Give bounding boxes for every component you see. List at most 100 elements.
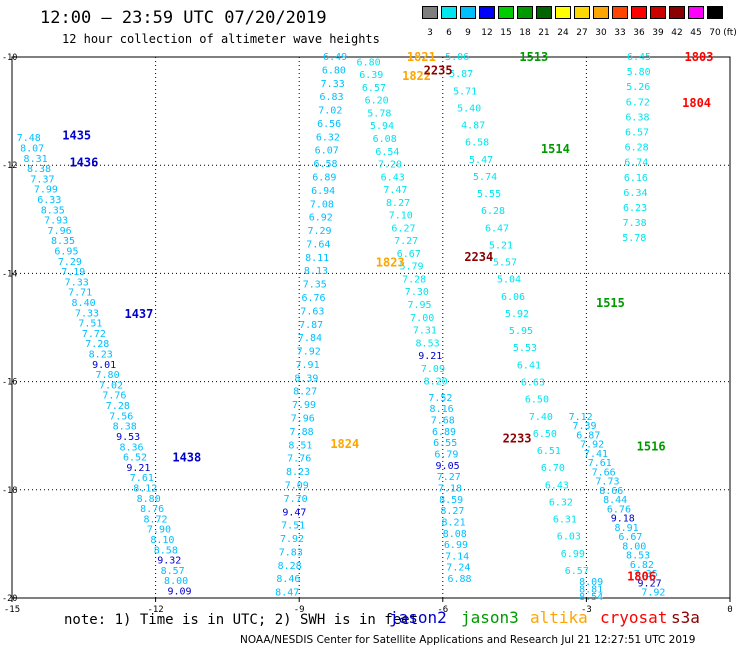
wave-height-value: 6.76 (302, 293, 326, 304)
wave-height-value: 6.52 (123, 453, 147, 464)
wave-height-value: 8.80 (137, 494, 161, 505)
wave-height-value: 6.67 (618, 532, 642, 543)
scale-swatch (707, 6, 723, 19)
wave-height-value: 4.87 (461, 121, 485, 132)
scale-swatch (631, 6, 647, 19)
wave-height-value: 6.56 (317, 119, 341, 130)
wave-height-value: 5.71 (453, 86, 477, 97)
pass-time-label: 1515 (596, 296, 625, 310)
wave-height-value: 8.13 (304, 266, 328, 277)
wave-height-value: 8.47 (275, 588, 299, 599)
wave-height-value: 6.50 (533, 429, 557, 440)
wave-height-value: 5.95 (509, 326, 533, 337)
scale-label: 18 (519, 28, 531, 38)
wave-height-value: 6.58 (313, 159, 337, 170)
wave-height-value: 7.92 (580, 440, 604, 451)
wave-height-value: 8.35 (51, 236, 75, 247)
scale-swatch (479, 6, 495, 19)
scale-swatch (498, 6, 514, 19)
wave-height-value: 8.39 (294, 373, 318, 384)
wave-height-value: 7.30 (405, 287, 429, 298)
map-frame (11, 56, 731, 599)
pass-time-label: 1438 (172, 450, 201, 464)
wave-height-value: 6.72 (626, 97, 650, 108)
wave-height-value: 6.31 (553, 515, 577, 526)
pass-time-label: 1514 (541, 142, 570, 156)
wave-height-value: 7.90 (147, 525, 171, 536)
scale-label: 30 (595, 28, 607, 38)
y-tick-label: -10 (2, 53, 17, 63)
wave-height-value: 7.96 (48, 226, 72, 237)
wave-height-value: 7.63 (300, 306, 324, 317)
pass-time-label: 1823 (376, 256, 405, 270)
wave-height-value: 7.12 (569, 412, 593, 423)
wave-height-value: 8.12 (133, 483, 157, 494)
wave-height-value: 8.54 (579, 592, 603, 603)
wave-height-value: 7.38 (623, 218, 647, 229)
wave-height-value: 7.80 (96, 370, 120, 381)
wave-height-value: 7.35 (634, 569, 658, 580)
wave-height-value: 6.63 (521, 378, 545, 389)
wave-height-value: 6.27 (391, 223, 415, 234)
wave-height-value: 6.41 (517, 360, 541, 371)
scale-label: 6 (446, 28, 452, 38)
wave-height-value: 6.39 (359, 70, 383, 81)
wave-height-value: 7.51 (281, 521, 305, 532)
wave-height-value: 6.74 (624, 158, 648, 169)
wave-height-value: 6.67 (397, 249, 421, 260)
scale-swatch (555, 6, 571, 19)
wave-height-value: 6.57 (625, 128, 649, 139)
wave-height-value: 9.09 (167, 587, 191, 598)
wave-height-value: 6.38 (625, 112, 649, 123)
legend-entry-s3a: s3a (671, 608, 700, 627)
scale-label: 24 (557, 28, 569, 38)
wave-height-value: 7.09 (421, 364, 445, 375)
wave-height-value: 6.43 (545, 480, 569, 491)
wave-height-value: 6.43 (381, 172, 405, 183)
wave-height-value: 5.26 (626, 82, 650, 93)
wave-height-value: 5.06 (445, 52, 469, 63)
wave-height-value: 7.64 (306, 239, 330, 250)
wave-height-value: 7.14 (445, 551, 469, 562)
wave-height-value: 9.47 (282, 507, 306, 518)
wave-height-value: 9.21 (418, 351, 442, 362)
wave-height-value: 8.10 (150, 535, 174, 546)
scale-swatch (460, 6, 476, 19)
wave-height-value: 7.76 (287, 454, 311, 465)
wave-height-value: 8.53 (626, 551, 650, 562)
wave-height-value: 7.96 (291, 414, 315, 425)
wave-height-value: 7.88 (290, 427, 314, 438)
wave-height-value: 5.53 (513, 343, 537, 354)
wave-height-value: 7.08 (310, 199, 334, 210)
scale-unit-label: (ft) (723, 28, 737, 38)
wave-height-value: 6.83 (319, 92, 343, 103)
wave-height-value: 8.27 (293, 387, 317, 398)
scale-label: 42 (671, 28, 683, 38)
pass-time-label: 1824 (330, 437, 359, 451)
pass-time-label: 1437 (124, 307, 153, 321)
wave-height-value: 6.06 (501, 292, 525, 303)
wave-height-value: 7.51 (78, 319, 102, 330)
wave-height-value: 5.74 (473, 172, 497, 183)
wave-height-value: 5.78 (367, 108, 391, 119)
scale-swatch (517, 6, 533, 19)
wave-height-value: 9.18 (611, 514, 635, 525)
wave-height-value: 5.78 (622, 233, 646, 244)
wave-height-value: 7.87 (299, 320, 323, 331)
wave-height-value: 7.72 (82, 329, 106, 340)
wave-height-value: 8.27 (386, 198, 410, 209)
wave-height-value: 5.79 (399, 262, 423, 273)
pass-time-label: 1804 (682, 96, 711, 110)
y-tick-label: -14 (2, 269, 17, 279)
scale-label: 36 (633, 28, 645, 38)
wave-height-value: 5.47 (469, 155, 493, 166)
wave-height-value: 8.91 (615, 523, 639, 534)
wave-height-value: 8.08 (443, 529, 467, 540)
wave-height-value: 6.23 (623, 203, 647, 214)
wave-height-value: 6.87 (576, 430, 600, 441)
wave-height-value: 7.20 (378, 160, 402, 171)
wave-height-value: 6.28 (625, 143, 649, 154)
wave-height-value: 8.59 (439, 495, 463, 506)
wave-height-value: 8.38 (113, 422, 137, 433)
scale-label: 45 (690, 28, 702, 38)
